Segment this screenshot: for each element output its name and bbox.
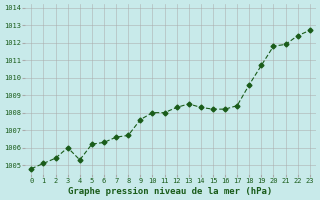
- X-axis label: Graphe pression niveau de la mer (hPa): Graphe pression niveau de la mer (hPa): [68, 187, 273, 196]
